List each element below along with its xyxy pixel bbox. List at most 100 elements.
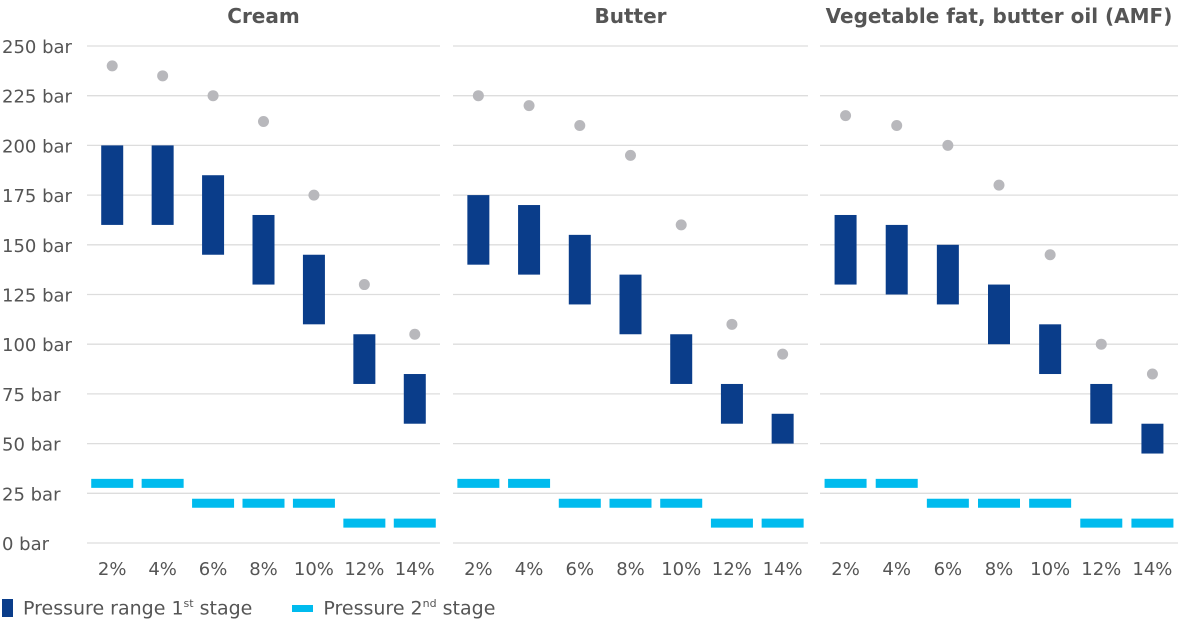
dot-marker (308, 189, 320, 201)
first-stage-bar (568, 234, 591, 305)
dot-marker (777, 348, 789, 360)
first-stage-bar (252, 214, 275, 285)
dot-marker (726, 318, 738, 330)
x-tick-label: 14% (763, 559, 803, 580)
second-stage-mark (192, 498, 235, 508)
first-stage-bar (1141, 423, 1164, 454)
dot-marker (258, 116, 269, 128)
dot-marker (106, 60, 118, 72)
first-stage-bar (720, 383, 743, 424)
y-tick-label: 250 bar (2, 37, 73, 58)
x-tick-label: 6% (934, 559, 963, 580)
x-tick-label: 10% (294, 559, 334, 580)
second-stage-mark (609, 498, 652, 508)
dot-marker (523, 100, 535, 112)
x-tick-label: 10% (661, 559, 701, 580)
y-tick-label: 225 bar (2, 87, 73, 108)
first-stage-bar (670, 334, 693, 384)
dot-marker (1095, 338, 1107, 350)
first-stage-bar (1039, 324, 1062, 375)
x-tick-label: 12% (1081, 559, 1121, 580)
x-tick-label: 12% (344, 559, 384, 580)
x-tick-label: 14% (1132, 559, 1172, 580)
x-tick-label: 14% (395, 559, 435, 580)
legend-swatch-second-stage (292, 604, 314, 612)
second-stage-mark (926, 498, 969, 508)
x-tick-label: 8% (985, 559, 1014, 580)
legend: Pressure range 1st stage Pressure 2nd st… (0, 597, 531, 619)
first-stage-bar (619, 274, 642, 335)
legend-label-first-stage: Pressure range 1st stage (23, 597, 253, 620)
y-tick-label: 125 bar (2, 286, 73, 307)
dot-marker (358, 279, 370, 291)
second-stage-mark (91, 478, 134, 488)
x-tick-label: 10% (1030, 559, 1070, 580)
dot-marker (675, 219, 687, 231)
dot-marker (157, 70, 169, 82)
second-stage-mark (141, 478, 184, 488)
dot-marker (942, 139, 954, 151)
legend-first-stage: Pressure range 1st stage (0, 597, 252, 619)
second-stage-mark (824, 478, 867, 488)
dot-marker (574, 120, 586, 132)
dot-marker (1044, 249, 1056, 261)
second-stage-mark (393, 518, 436, 528)
dot-marker (625, 149, 636, 161)
y-tick-label: 50 bar (2, 435, 61, 456)
legend-second-stage: Pressure 2nd stage (288, 597, 495, 619)
dot-marker (472, 90, 484, 102)
first-stage-bar (403, 374, 426, 424)
x-tick-label: 8% (616, 559, 645, 580)
panel-title: Cream (227, 4, 299, 28)
dot-marker (409, 328, 421, 340)
second-stage-mark (457, 478, 500, 488)
x-tick-label: 12% (712, 559, 752, 580)
first-stage-bar (353, 334, 376, 384)
second-stage-mark (710, 518, 753, 528)
dot-marker (207, 90, 219, 102)
x-tick-label: 2% (464, 559, 493, 580)
y-tick-label: 175 bar (2, 186, 73, 207)
x-tick-label: 4% (882, 559, 911, 580)
second-stage-mark (1029, 498, 1072, 508)
second-stage-mark (242, 498, 285, 508)
first-stage-bar (936, 244, 959, 305)
second-stage-mark (292, 498, 335, 508)
first-stage-bar (151, 145, 174, 225)
panel-title: Vegetable fat, butter oil (AMF) (826, 4, 1173, 28)
legend-swatch-first-stage (2, 599, 13, 618)
x-tick-label: 2% (98, 559, 127, 580)
second-stage-mark (875, 478, 918, 488)
x-tick-label: 2% (831, 559, 860, 580)
first-stage-bar (467, 195, 490, 265)
second-stage-mark (1131, 518, 1174, 528)
dot-marker (993, 179, 1005, 191)
first-stage-bar (988, 284, 1010, 345)
y-tick-label: 100 bar (2, 335, 73, 356)
first-stage-bar (1090, 383, 1113, 424)
dot-marker (891, 120, 903, 132)
second-stage-mark (978, 498, 1020, 508)
dot-marker (840, 110, 852, 122)
second-stage-mark (508, 478, 551, 488)
first-stage-bar (202, 175, 225, 255)
second-stage-mark (761, 518, 804, 528)
y-tick-label: 200 bar (2, 136, 73, 157)
x-tick-label: 6% (566, 559, 595, 580)
second-stage-mark (558, 498, 601, 508)
y-tick-label: 0 bar (2, 534, 50, 555)
dot-marker (1146, 368, 1158, 380)
legend-label-second-stage: Pressure 2nd stage (323, 597, 496, 620)
panel-title: Butter (594, 4, 666, 28)
x-tick-label: 8% (249, 559, 278, 580)
first-stage-bar (771, 413, 794, 444)
x-tick-label: 6% (199, 559, 228, 580)
second-stage-mark (343, 518, 386, 528)
first-stage-bar (885, 224, 908, 295)
second-stage-mark (660, 498, 703, 508)
x-tick-label: 4% (148, 559, 177, 580)
y-tick-label: 150 bar (2, 236, 73, 257)
first-stage-bar (518, 205, 541, 275)
